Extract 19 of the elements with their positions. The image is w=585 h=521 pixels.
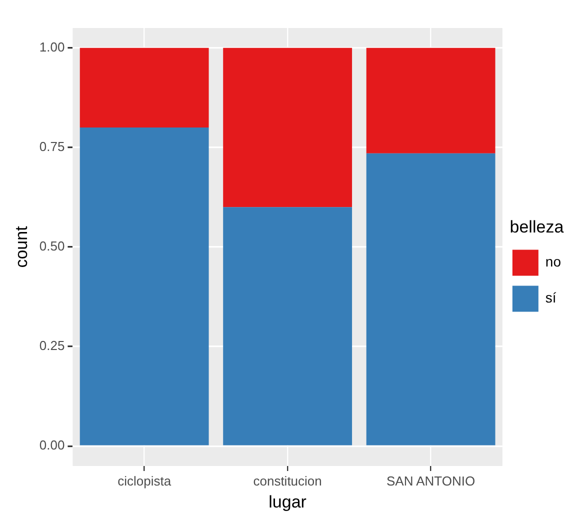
y-tick-label: 1.00 <box>39 39 65 54</box>
y-tick-label: 0.50 <box>39 238 65 254</box>
y-tick-label: 0.00 <box>39 438 65 453</box>
x-tick-label: constitucion <box>253 473 322 488</box>
y-axis-title: count <box>12 226 31 268</box>
y-tick-label: 0.75 <box>39 139 65 154</box>
legend-title: belleza <box>510 217 564 236</box>
bar <box>80 48 209 128</box>
y-tick-label: 0.25 <box>39 338 65 354</box>
x-tick-label: ciclopista <box>118 473 172 488</box>
x-axis-title: lugar <box>268 492 307 512</box>
legend-label: no <box>545 254 562 270</box>
x-tick-label: SAN ANTONIO <box>386 473 476 488</box>
bar <box>80 128 209 446</box>
bar <box>366 153 496 446</box>
bar <box>366 48 496 154</box>
bar <box>223 48 352 208</box>
bar <box>223 207 352 446</box>
legend-label: sí <box>545 290 556 306</box>
